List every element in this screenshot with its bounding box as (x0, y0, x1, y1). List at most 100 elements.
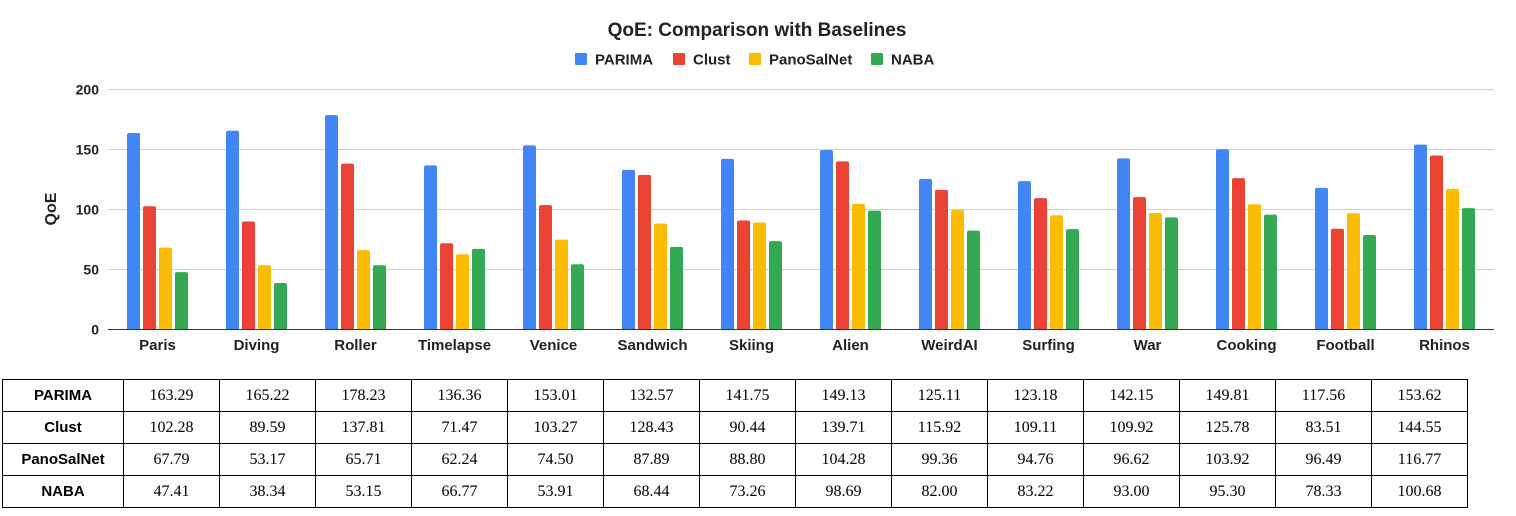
bar-parima-weirdai (919, 178, 932, 329)
table-cell: 109.11 (987, 411, 1084, 444)
bar-naba-roller (373, 265, 386, 329)
table-cell: 139.71 (795, 411, 892, 444)
table-row-label: NABA (2, 475, 124, 508)
table-cell: 89.59 (219, 411, 316, 444)
table-cell: 67.79 (123, 443, 220, 476)
bar-parima-venice (523, 145, 536, 329)
bar-parima-skiing (721, 158, 734, 329)
gridlines (108, 89, 1494, 270)
table-cell: 38.34 (219, 475, 316, 508)
bar-naba-venice (571, 264, 584, 329)
table-cell: 96.49 (1275, 443, 1372, 476)
table-cell: 109.92 (1083, 411, 1180, 444)
x-tick-label: War (1134, 337, 1162, 354)
bar-naba-rhinos (1462, 208, 1475, 329)
table-cell: 144.55 (1371, 411, 1468, 444)
y-axis-title: QoE (43, 192, 60, 225)
table-cell: 71.47 (411, 411, 508, 444)
table-row: PanoSalNet 67.79 53.17 65.71 62.24 74.50 87.89… (2, 443, 1468, 476)
y-tick-label: 200 (76, 82, 100, 98)
y-tick-label: 100 (76, 202, 100, 218)
x-tick-label: Venice (530, 337, 578, 354)
table-cell: 73.26 (699, 475, 796, 508)
x-tick-label: WeirdAI (921, 337, 977, 354)
bar-clust-roller (341, 163, 354, 329)
table-cell: 68.44 (603, 475, 700, 508)
bar-clust-weirdai (935, 189, 948, 329)
table-cell: 83.22 (987, 475, 1084, 508)
bar-clust-rhinos (1430, 155, 1443, 329)
table-cell: 153.01 (507, 379, 604, 412)
bar-parima-rhinos (1414, 144, 1427, 329)
x-tick-label: Diving (234, 337, 280, 354)
table-cell: 149.13 (795, 379, 892, 412)
bar-naba-sandwich (670, 246, 683, 329)
table-cell: 99.36 (891, 443, 988, 476)
y-tick-label: 0 (91, 322, 99, 338)
table-cell: 123.18 (987, 379, 1084, 412)
qoe-bar-chart: QoE: Comparison with Baselines PARIMA Clu… (43, 20, 1494, 354)
table-cell: 87.89 (603, 443, 700, 476)
bar-parima-timelapse (424, 165, 437, 329)
table-cell: 88.80 (699, 443, 796, 476)
bar-parima-cooking (1216, 149, 1229, 329)
bar-clust-war (1133, 197, 1146, 329)
bar-panosalnet-venice (555, 239, 568, 329)
table-cell: 104.28 (795, 443, 892, 476)
bar-panosalnet-roller (357, 250, 370, 329)
x-tick-label: Alien (832, 337, 869, 354)
bar-clust-cooking (1232, 178, 1245, 329)
x-tick-label: Football (1316, 337, 1374, 354)
x-tick-label: Surfing (1022, 337, 1075, 354)
bar-panosalnet-cooking (1248, 204, 1261, 329)
table-cell: 103.27 (507, 411, 604, 444)
table-cell: 83.51 (1275, 411, 1372, 444)
table-cell: 53.91 (507, 475, 604, 508)
x-tick-label: Sandwich (617, 337, 687, 354)
table-cell: 132.57 (603, 379, 700, 412)
table-cell: 128.43 (603, 411, 700, 444)
bar-parima-roller (325, 115, 338, 330)
table-cell: 103.92 (1179, 443, 1276, 476)
bar-panosalnet-skiing (753, 222, 766, 329)
bar-panosalnet-sandwich (654, 223, 667, 329)
legend-swatch (575, 53, 587, 65)
legend-label: NABA (891, 52, 934, 69)
bar-clust-venice (539, 205, 552, 329)
legend-label: PanoSalNet (769, 52, 852, 69)
legend-label: Clust (693, 52, 731, 69)
table-cell: 96.62 (1083, 443, 1180, 476)
table-cell: 163.29 (123, 379, 220, 412)
bar-naba-football (1363, 235, 1376, 329)
chart-title: QoE: Comparison with Baselines (608, 20, 907, 41)
table-cell: 53.15 (315, 475, 412, 508)
table-cell: 62.24 (411, 443, 508, 476)
bar-naba-alien (868, 210, 881, 329)
table-cell: 137.81 (315, 411, 412, 444)
table-cell: 66.77 (411, 475, 508, 508)
y-tick-label: 150 (76, 142, 100, 158)
table-cell: 100.68 (1371, 475, 1468, 508)
table-cell: 65.71 (315, 443, 412, 476)
table-cell: 74.50 (507, 443, 604, 476)
table-cell: 98.69 (795, 475, 892, 508)
table-row-label: Clust (2, 411, 124, 444)
bar-clust-paris (143, 206, 156, 329)
bar-parima-football (1315, 187, 1328, 329)
x-tick-label: Cooking (1217, 337, 1277, 354)
bar-panosalnet-rhinos (1446, 188, 1459, 329)
table-cell: 141.75 (699, 379, 796, 412)
table-cell: 78.33 (1275, 475, 1372, 508)
table-row-label: PanoSalNet (2, 443, 124, 476)
bar-clust-alien (836, 161, 849, 329)
x-axis-labels: Paris Diving Roller Timelapse Venice Sandwich… (139, 337, 1470, 354)
bar-panosalnet-football (1347, 213, 1360, 329)
bar-naba-cooking (1264, 214, 1277, 329)
data-table: PARIMA 163.29 165.22 178.23 136.36 153.01 132.… (2, 379, 1468, 508)
table-row: Clust 102.28 89.59 137.81 71.47 103.27 128.43 9… (2, 411, 1468, 444)
bar-clust-diving (242, 221, 255, 329)
legend-swatch (749, 53, 761, 65)
table-cell: 82.00 (891, 475, 988, 508)
table-cell: 178.23 (315, 379, 412, 412)
table-row: PARIMA 163.29 165.22 178.23 136.36 153.01 132.… (2, 379, 1468, 412)
